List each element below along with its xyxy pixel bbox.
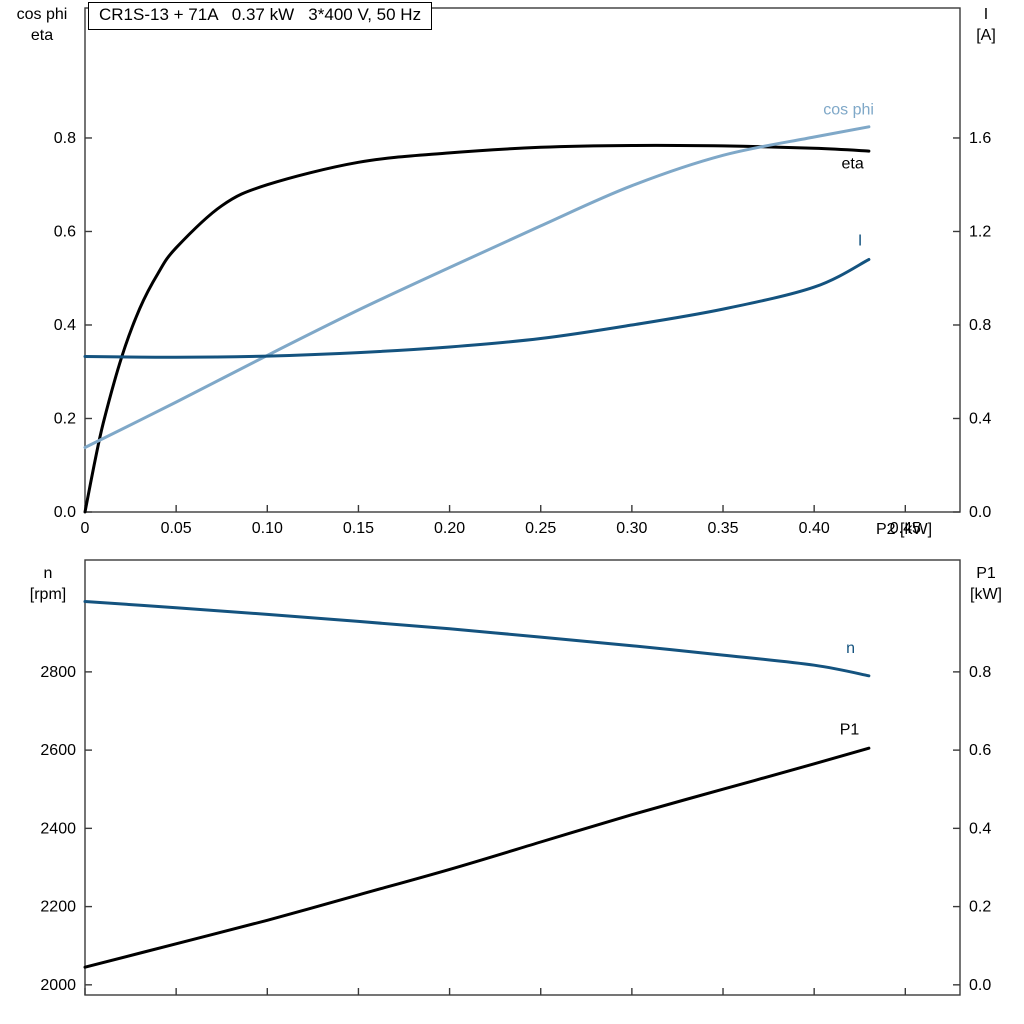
y-right-tick-label: 1.2 xyxy=(969,223,991,240)
x-axis-label: P2 [kW] xyxy=(876,521,933,538)
chart-title-box: CR1S-13 + 71A 0.37 kW 3*400 V, 50 Hz xyxy=(88,2,433,30)
x-tick-label: 0.45 xyxy=(890,520,921,537)
p1-curve-label: P1 xyxy=(840,721,860,738)
x-tick-label: 0.30 xyxy=(616,520,647,537)
x-tick-label: 0 xyxy=(81,520,90,537)
current-axis-name: I xyxy=(983,6,989,23)
y-right-tick-label: 0.4 xyxy=(969,410,991,427)
x-tick-label: 0.20 xyxy=(434,520,465,537)
y-right-tick-label: 0.0 xyxy=(969,977,991,994)
y-left-tick-label: 0.6 xyxy=(54,223,76,240)
right-axis-title-bottom-chart: P1 [kW] xyxy=(956,563,1016,605)
y-left-tick-label: 2400 xyxy=(40,820,76,837)
y-right-tick-label: 0.4 xyxy=(969,820,991,837)
current-axis-unit: [A] xyxy=(976,27,996,44)
y-left-tick-label: 0.2 xyxy=(54,410,76,427)
y-left-tick-label: 2800 xyxy=(40,664,76,681)
n-curve-label: n xyxy=(846,640,855,657)
cos-phi-curve xyxy=(83,125,871,449)
right-axis-title-top-chart: I [A] xyxy=(956,4,1016,46)
x-tick-label: 0.05 xyxy=(161,520,192,537)
cos-phi-axis-name: cos phi xyxy=(16,6,68,23)
y-left-tick-label: 2000 xyxy=(40,977,76,994)
plot-frame xyxy=(84,559,961,996)
left-axis-title-top-chart: cos phi eta xyxy=(2,4,82,46)
p1-axis-unit: [kW] xyxy=(970,586,1002,603)
y-left-tick-label: 0.4 xyxy=(54,317,76,334)
y-right-tick-label: 0.8 xyxy=(969,664,991,681)
x-tick-label: 0.25 xyxy=(525,520,556,537)
x-tick-label: 0.35 xyxy=(707,520,738,537)
x-tick-label: 0.15 xyxy=(343,520,374,537)
y-left-tick-label: 0.8 xyxy=(54,130,76,147)
y-left-tick-label: 2600 xyxy=(40,742,76,759)
y-right-tick-label: 0.6 xyxy=(969,742,991,759)
y-right-tick-label: 0.8 xyxy=(969,317,991,334)
eta-curve xyxy=(83,143,871,514)
y-left-tick-label: 2200 xyxy=(40,899,76,916)
speed-axis-unit: [rpm] xyxy=(29,586,67,603)
cos-phi-curve-label: cos phi xyxy=(823,102,874,119)
y-left-tick-label: 0.0 xyxy=(54,504,76,521)
y-right-tick-label: 0.2 xyxy=(969,899,991,916)
p1-curve xyxy=(83,746,871,969)
x-tick-label: 0.10 xyxy=(252,520,283,537)
i-curve-label: I xyxy=(858,233,862,250)
n-curve xyxy=(83,600,871,678)
chart-1: 0 0.05 0.10 0.15 0.20 0.25 0.30 0.35 0.40 0.45 0.0… xyxy=(54,7,991,537)
y-right-tick-label: 1.6 xyxy=(969,130,991,147)
p1-axis-name: P1 xyxy=(976,565,996,582)
x-tick-label: 0.40 xyxy=(799,520,830,537)
left-axis-title-bottom-chart: n [rpm] xyxy=(8,563,88,605)
eta-curve-label: eta xyxy=(842,155,864,172)
i-curve xyxy=(83,258,871,359)
chart-2: 2000 2200 2400 2600 2800 0.0 0.2 0.4 0.6 0.8 n P1 xyxy=(40,559,991,996)
plot-frame xyxy=(84,7,961,513)
eta-axis-name: eta xyxy=(30,27,54,44)
speed-axis-name: n xyxy=(43,565,53,582)
y-right-tick-label: 0.0 xyxy=(969,504,991,521)
